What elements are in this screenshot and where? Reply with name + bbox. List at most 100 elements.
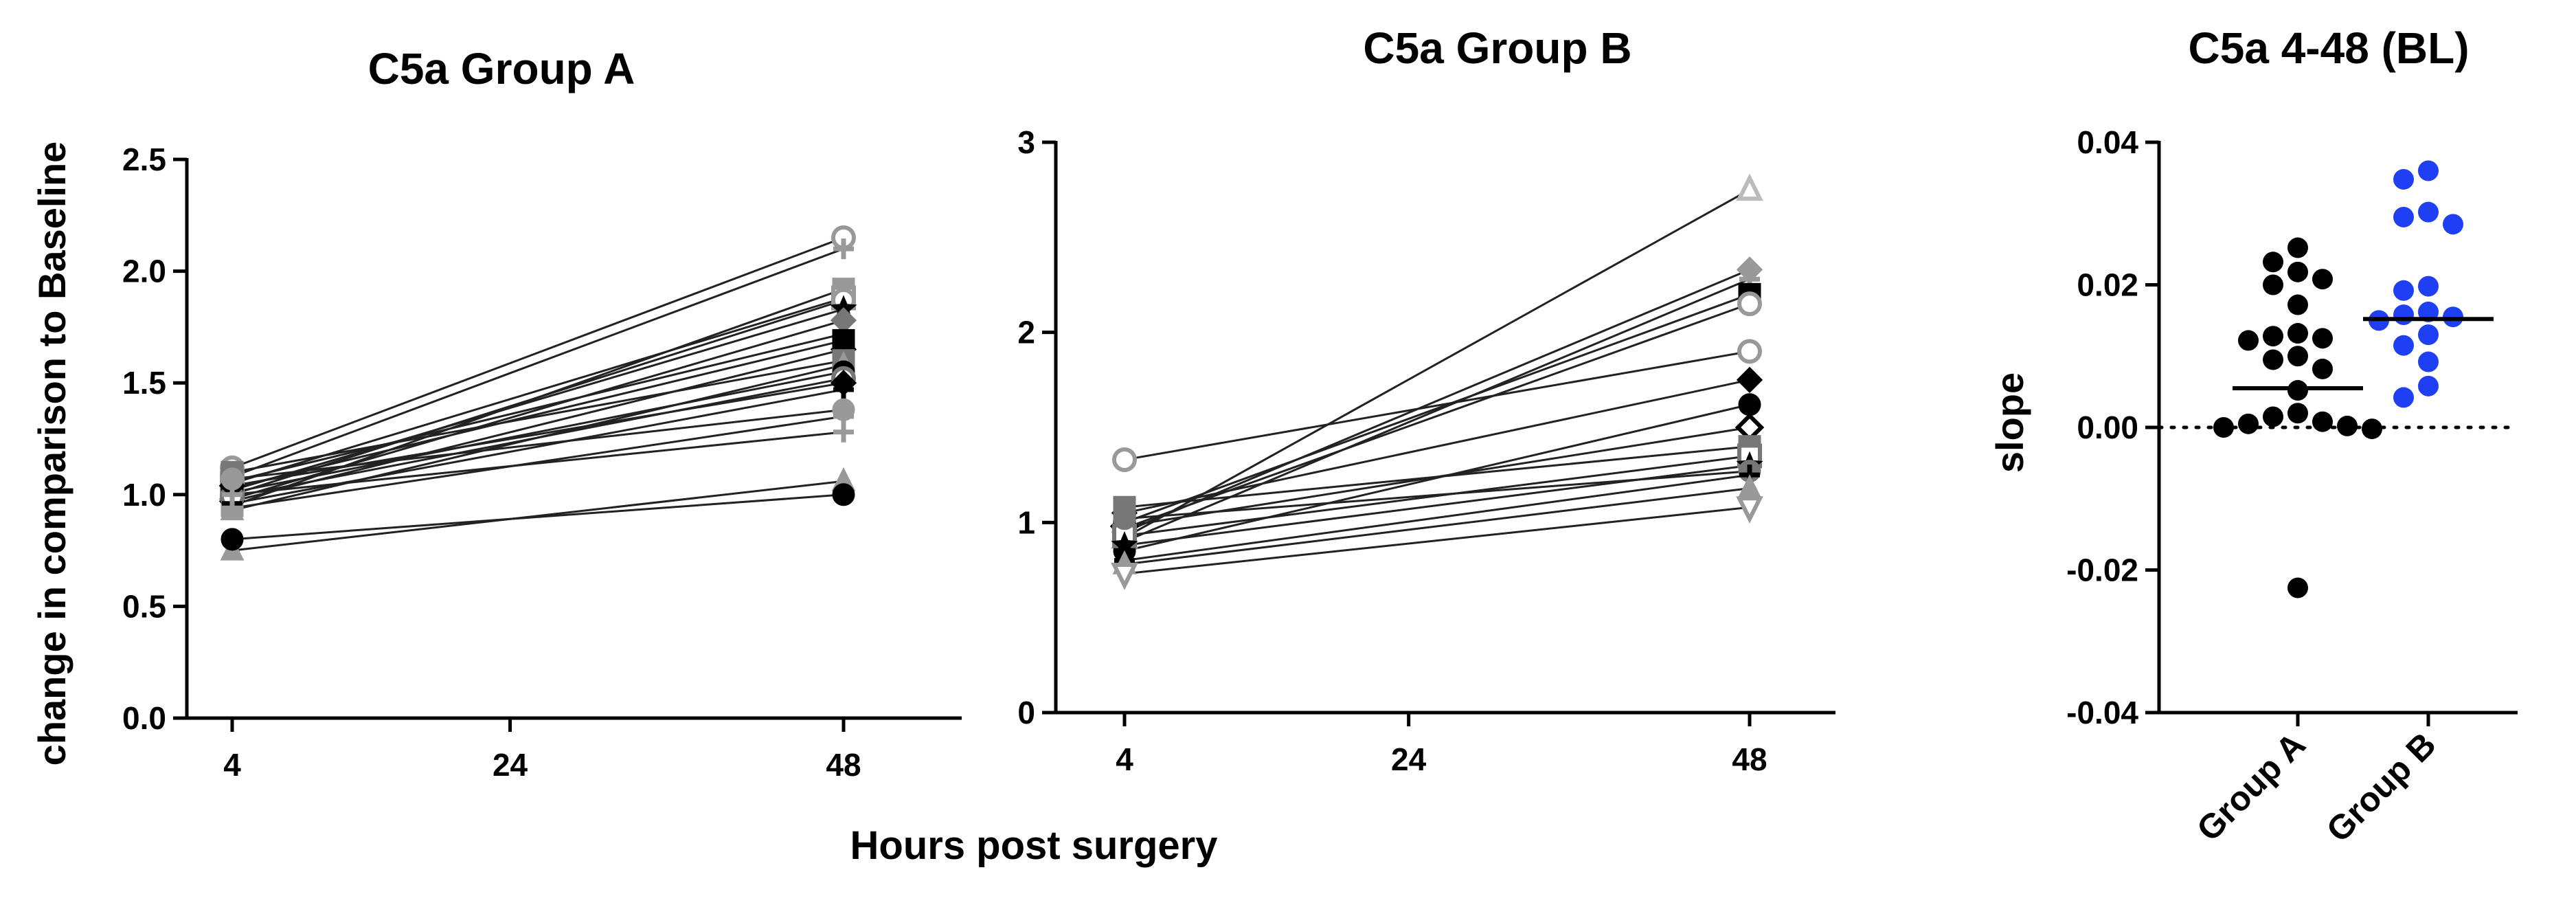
x-tick-label: 24 [493,747,528,783]
data-point [1113,507,1136,530]
data-point [2393,280,2414,301]
data-point [2238,330,2259,351]
y-tick-label: -0.04 [2066,695,2138,730]
data-point [1111,563,1138,590]
x-tick-label: 4 [223,747,241,783]
data-point [832,483,855,506]
y-tick-label: 2.5 [122,142,166,177]
x-tick-label: 4 [1116,741,1133,777]
series-line [231,236,844,469]
data-point [2393,206,2414,227]
data-point [833,238,854,260]
shared-y-axis-label: change in comparison to Baseline [30,142,74,766]
data-point [2337,415,2358,436]
series-line [231,247,844,478]
series-line [1124,268,1750,533]
series-line [231,359,844,473]
data-point [1736,366,1763,393]
data-point [2418,351,2439,372]
data-point [2287,346,2308,367]
x-tick-label: 24 [1391,741,1427,777]
data-point [2312,328,2333,349]
y-tick-label: 0.5 [122,588,166,624]
data-point [2393,304,2414,326]
data-point [2443,214,2463,235]
y-tick-label: 3 [1017,124,1035,160]
x-tick-label: 48 [1732,741,1767,777]
data-point [1737,291,1762,317]
data-point [2263,274,2283,295]
panel-slope: 0.04 0.02 0.00 -0.02 -0.04 Group A Group B [2066,124,2520,849]
series-line [231,408,844,480]
series-line [231,377,844,498]
data-point [833,379,854,400]
data-point [222,484,242,505]
series-line [231,319,844,500]
series-line [231,333,844,482]
series-line [1124,470,1750,520]
category-label: Group A [2189,725,2313,849]
panel-group-b: 0 1 2 3 4 24 48 [1017,124,1835,777]
y-tick-label: 0.02 [2077,267,2138,303]
series-line [1124,506,1750,575]
data-point [2393,387,2414,408]
chart-title-group-a: C5a Group A [368,44,635,93]
series-line [1124,293,1750,524]
series-line [231,308,844,491]
data-point [2312,358,2333,379]
series-line [1124,445,1750,509]
data-point [2418,375,2439,396]
series-line [1124,278,1750,543]
shared-x-axis-label: Hours post surgery [850,823,1218,868]
series-line [231,348,844,503]
series-line [1124,188,1750,539]
data-point [2418,276,2439,297]
data-point [2263,349,2283,370]
series-line [1124,350,1750,461]
series-line [231,480,844,552]
category-label: Group B [2319,725,2443,849]
series-line [1124,379,1750,514]
chart-title-group-b: C5a Group B [1363,23,1631,73]
data-point [2287,261,2308,282]
data-point [2287,294,2308,315]
series-line [231,493,844,541]
data-point [2287,380,2308,401]
series-line [231,297,844,484]
y-tick-label: 2.0 [122,254,166,289]
data-point [2443,306,2463,328]
series-line [231,370,844,494]
data-point [2287,577,2308,599]
data-point [1736,173,1763,201]
data-point [2287,237,2308,258]
panel-group-a: 0.0 0.5 1.0 1.5 2.0 2.5 4 24 48 [122,142,962,783]
data-point [2263,252,2283,273]
series-line [231,415,844,509]
y-tick-label: 0.00 [2077,410,2138,445]
y-tick-label: 0 [1017,695,1035,730]
x-tick-label: 48 [826,747,861,783]
data-point [2418,324,2439,346]
data-point [2287,403,2308,424]
data-point [2362,418,2382,440]
data-point [1737,339,1762,364]
data-point [2312,411,2333,432]
data-point [833,421,854,443]
series-line [231,431,844,496]
data-point [2393,335,2414,356]
series-line [231,299,844,496]
y-tick-label: 2 [1017,315,1035,350]
y-tick-label: -0.02 [2066,552,2138,588]
data-point [2393,168,2414,190]
series-line [1124,473,1750,562]
slope-y-axis-label: slope [1988,372,2031,473]
y-tick-label: 1 [1017,504,1035,540]
y-tick-label: 0.04 [2077,124,2138,160]
data-point [2312,269,2333,290]
series-line [231,339,844,489]
y-tick-label: 1.0 [122,477,166,513]
data-point [2238,413,2259,434]
data-point [221,528,244,551]
data-point [2418,201,2439,223]
